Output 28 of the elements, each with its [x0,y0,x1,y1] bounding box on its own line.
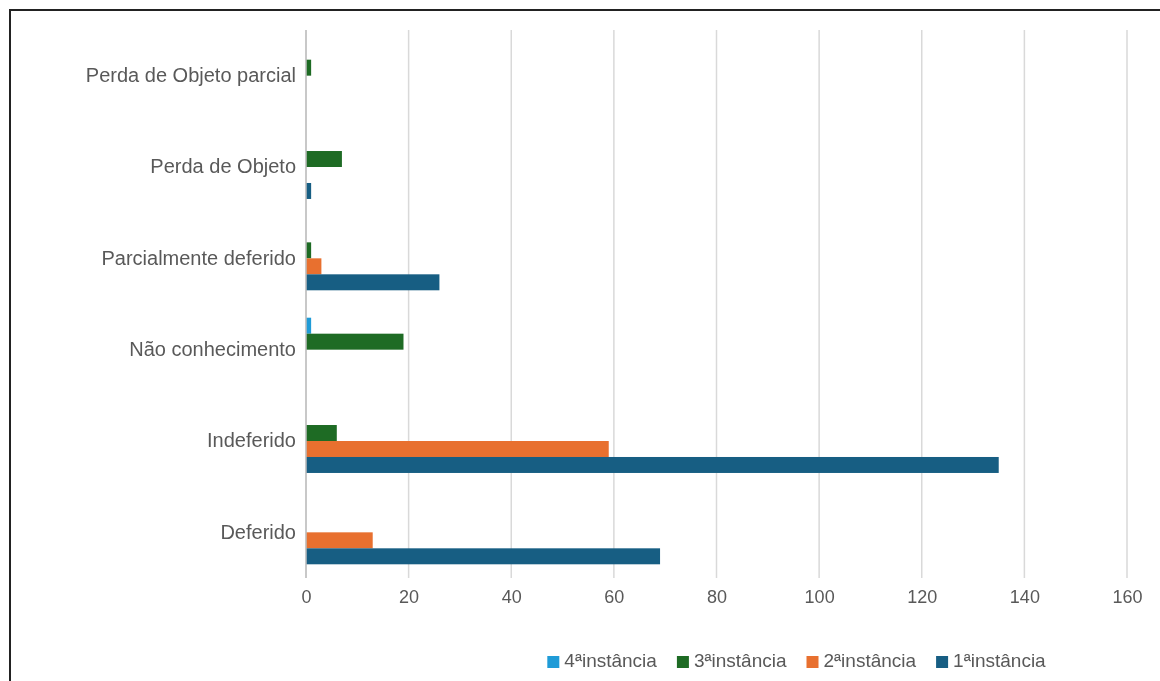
bar [306,425,337,441]
x-tick-label: 40 [501,586,522,607]
x-tick-label: 140 [1009,586,1040,607]
y-tick-label: Indeferido [207,429,296,452]
x-tick-label: 120 [907,586,938,607]
x-tick-label: 60 [604,586,625,607]
bar [306,274,440,291]
bar [306,548,661,565]
x-tick-label: 0 [301,586,312,607]
bar [306,333,404,350]
bar [306,532,373,549]
y-tick-label: Não conhecimento [129,338,296,361]
y-tick-label: Parcialmente deferido [101,246,296,269]
legend-label: 4ªinstância [564,650,658,671]
y-tick-label: Perda de Objeto [150,155,296,178]
x-tick-label: 80 [706,586,728,607]
x-tick-label: 20 [399,586,420,607]
legend-label: 3ªinstância [693,650,787,671]
x-tick-label: 160 [1112,586,1143,607]
y-tick-label: Deferido [220,520,296,543]
legend-label: 2ªinstância [823,650,917,671]
bar [306,456,999,473]
x-tick-label: 100 [804,586,835,607]
bar [306,151,342,167]
bar [306,441,609,457]
y-tick-label: Perda de Objeto parcial [85,64,296,87]
legend-label: 1ªinstância [953,650,1047,671]
bar [306,258,322,275]
